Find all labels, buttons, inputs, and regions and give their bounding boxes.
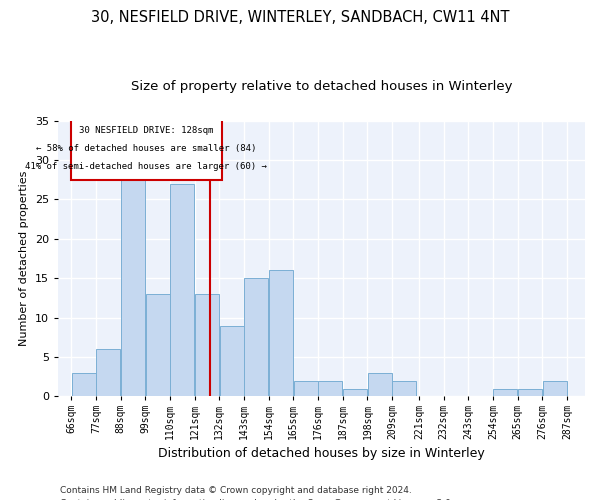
Text: ← 58% of detached houses are smaller (84): ← 58% of detached houses are smaller (84… bbox=[36, 144, 257, 152]
Bar bbox=[220, 326, 244, 396]
Y-axis label: Number of detached properties: Number of detached properties bbox=[19, 171, 29, 346]
Bar bbox=[195, 294, 219, 396]
Text: Contains public sector information licensed under the Open Government Licence v3: Contains public sector information licen… bbox=[60, 498, 454, 500]
Bar bbox=[343, 388, 367, 396]
Text: 30, NESFIELD DRIVE, WINTERLEY, SANDBACH, CW11 4NT: 30, NESFIELD DRIVE, WINTERLEY, SANDBACH,… bbox=[91, 10, 509, 25]
Bar bbox=[293, 380, 317, 396]
Text: Contains HM Land Registry data © Crown copyright and database right 2024.: Contains HM Land Registry data © Crown c… bbox=[60, 486, 412, 495]
Bar bbox=[96, 349, 120, 397]
Bar bbox=[543, 380, 567, 396]
Bar bbox=[121, 168, 145, 396]
Bar bbox=[269, 270, 293, 396]
Text: 30 NESFIELD DRIVE: 128sqm: 30 NESFIELD DRIVE: 128sqm bbox=[79, 126, 214, 134]
Bar bbox=[493, 388, 517, 396]
Bar bbox=[368, 373, 392, 396]
Bar bbox=[71, 373, 95, 396]
Bar bbox=[518, 388, 542, 396]
Bar bbox=[146, 294, 170, 396]
X-axis label: Distribution of detached houses by size in Winterley: Distribution of detached houses by size … bbox=[158, 447, 485, 460]
Bar bbox=[71, 119, 221, 180]
Bar bbox=[170, 184, 194, 396]
Bar bbox=[319, 380, 343, 396]
Text: 41% of semi-detached houses are larger (60) →: 41% of semi-detached houses are larger (… bbox=[25, 162, 268, 171]
Bar bbox=[392, 380, 416, 396]
Title: Size of property relative to detached houses in Winterley: Size of property relative to detached ho… bbox=[131, 80, 512, 93]
Bar bbox=[244, 278, 268, 396]
